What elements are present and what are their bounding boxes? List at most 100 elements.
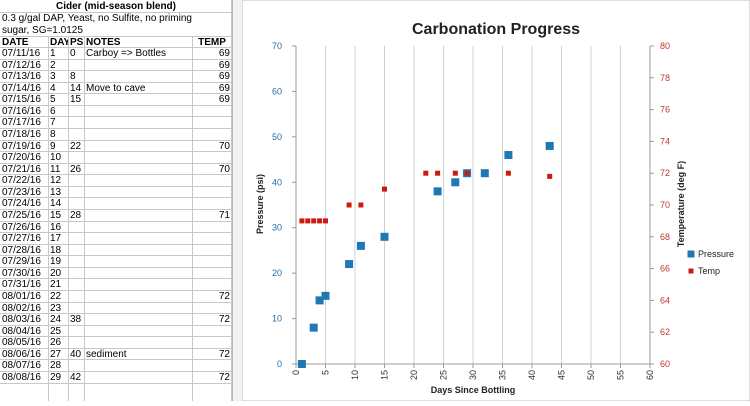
day-cell[interactable]: 1 (50, 48, 56, 59)
temp-cell[interactable] (192, 360, 232, 371)
temp-cell[interactable]: 70 (218, 164, 230, 175)
psi-cell[interactable] (68, 279, 84, 290)
sheet-description-line1[interactable]: 0.3 g/gal DAP, Yeast, no Sulfite, no pri… (2, 13, 192, 24)
psi-cell[interactable]: 26 (70, 164, 82, 175)
day-cell[interactable]: 28 (50, 360, 62, 371)
notes-cell[interactable] (84, 372, 192, 383)
day-cell[interactable]: 6 (50, 106, 56, 117)
date-cell[interactable]: 07/28/16 (2, 245, 41, 256)
column-header-psi[interactable]: PSI (70, 37, 84, 48)
date-cell[interactable]: 08/05/16 (2, 337, 41, 348)
column-header-day[interactable]: DAY (50, 37, 68, 48)
temp-cell[interactable]: 71 (218, 210, 230, 221)
psi-cell[interactable] (68, 337, 84, 348)
day-cell[interactable]: 10 (50, 152, 62, 163)
temp-cell[interactable]: 72 (218, 314, 230, 325)
date-cell[interactable]: 07/26/16 (2, 222, 41, 233)
psi-cell[interactable]: 42 (70, 372, 82, 383)
psi-cell[interactable]: 8 (70, 71, 76, 82)
psi-cell[interactable]: 15 (70, 94, 82, 105)
notes-cell[interactable] (84, 337, 192, 348)
date-cell[interactable]: 08/02/16 (2, 303, 41, 314)
notes-cell[interactable]: Move to cave (86, 83, 146, 94)
psi-cell[interactable]: 38 (70, 314, 82, 325)
day-cell[interactable]: 21 (50, 279, 62, 290)
psi-cell[interactable] (68, 360, 84, 371)
day-cell[interactable]: 20 (50, 268, 62, 279)
date-cell[interactable]: 07/14/16 (2, 83, 41, 94)
date-cell[interactable]: 07/27/16 (2, 233, 41, 244)
date-cell[interactable]: 08/07/16 (2, 360, 41, 371)
notes-cell[interactable] (84, 210, 192, 221)
temp-cell[interactable] (192, 279, 232, 290)
date-cell[interactable]: 07/19/16 (2, 141, 41, 152)
psi-cell[interactable]: 40 (70, 349, 82, 360)
temp-cell[interactable] (192, 175, 232, 186)
date-cell[interactable]: 07/13/16 (2, 71, 41, 82)
sheet-title[interactable]: Cider (mid-season blend) (55, 1, 176, 12)
date-cell[interactable]: 07/15/16 (2, 94, 41, 105)
date-cell[interactable]: 07/12/16 (2, 60, 41, 71)
day-cell[interactable]: 4 (50, 83, 56, 94)
temp-cell[interactable] (192, 256, 232, 267)
day-cell[interactable]: 2 (50, 60, 56, 71)
notes-cell[interactable] (84, 71, 192, 82)
day-cell[interactable]: 23 (50, 303, 62, 314)
day-cell[interactable]: 22 (50, 291, 62, 302)
date-cell[interactable]: 07/16/16 (2, 106, 41, 117)
date-cell[interactable]: 07/31/16 (2, 279, 41, 290)
day-cell[interactable]: 27 (50, 349, 62, 360)
temp-cell[interactable]: 69 (218, 71, 230, 82)
day-cell[interactable]: 11 (50, 164, 61, 175)
psi-cell[interactable]: 28 (70, 210, 82, 221)
date-cell[interactable]: 07/11/16 (2, 48, 41, 59)
date-cell[interactable]: 07/23/16 (2, 187, 41, 198)
notes-cell[interactable] (84, 198, 192, 209)
date-cell[interactable]: 07/29/16 (2, 256, 41, 267)
temp-cell[interactable] (192, 337, 232, 348)
temp-cell[interactable]: 69 (218, 94, 230, 105)
psi-cell[interactable]: 22 (70, 141, 82, 152)
column-header-temp[interactable]: TEMP (198, 37, 226, 48)
notes-cell[interactable]: sediment (86, 349, 127, 360)
psi-cell[interactable] (68, 117, 84, 128)
notes-cell[interactable] (84, 291, 192, 302)
psi-cell[interactable] (68, 129, 84, 140)
notes-cell[interactable] (84, 233, 192, 244)
day-cell[interactable]: 3 (50, 71, 56, 82)
temp-cell[interactable]: 70 (218, 141, 230, 152)
temp-cell[interactable] (192, 152, 232, 163)
day-cell[interactable]: 9 (50, 141, 56, 152)
date-cell[interactable]: 07/22/16 (2, 175, 41, 186)
date-cell[interactable]: 07/18/16 (2, 129, 41, 140)
notes-cell[interactable]: Carboy => Bottles (86, 48, 167, 59)
notes-cell[interactable] (84, 314, 192, 325)
day-cell[interactable]: 13 (50, 187, 62, 198)
temp-cell[interactable] (192, 233, 232, 244)
day-cell[interactable]: 8 (50, 129, 56, 140)
notes-cell[interactable] (84, 129, 192, 140)
day-cell[interactable]: 12 (50, 175, 62, 186)
psi-cell[interactable] (68, 152, 84, 163)
psi-cell[interactable]: 0 (70, 48, 76, 59)
day-cell[interactable]: 15 (50, 210, 62, 221)
temp-cell[interactable]: 69 (218, 83, 230, 94)
notes-cell[interactable] (84, 256, 192, 267)
day-cell[interactable]: 16 (50, 222, 62, 233)
date-cell[interactable]: 08/08/16 (2, 372, 41, 383)
column-header-date[interactable]: DATE (2, 37, 29, 48)
date-cell[interactable]: 08/01/16 (2, 291, 41, 302)
notes-cell[interactable] (84, 94, 192, 105)
day-cell[interactable]: 25 (50, 326, 62, 337)
date-cell[interactable]: 07/17/16 (2, 117, 41, 128)
notes-cell[interactable] (84, 360, 192, 371)
date-cell[interactable]: 08/03/16 (2, 314, 41, 325)
temp-cell[interactable] (192, 129, 232, 140)
temp-cell[interactable]: 72 (218, 291, 230, 302)
notes-cell[interactable] (84, 175, 192, 186)
day-cell[interactable]: 5 (50, 94, 56, 105)
psi-cell[interactable]: 14 (70, 83, 82, 94)
psi-cell[interactable] (68, 175, 84, 186)
date-cell[interactable]: 07/24/16 (2, 198, 41, 209)
day-cell[interactable]: 26 (50, 337, 62, 348)
